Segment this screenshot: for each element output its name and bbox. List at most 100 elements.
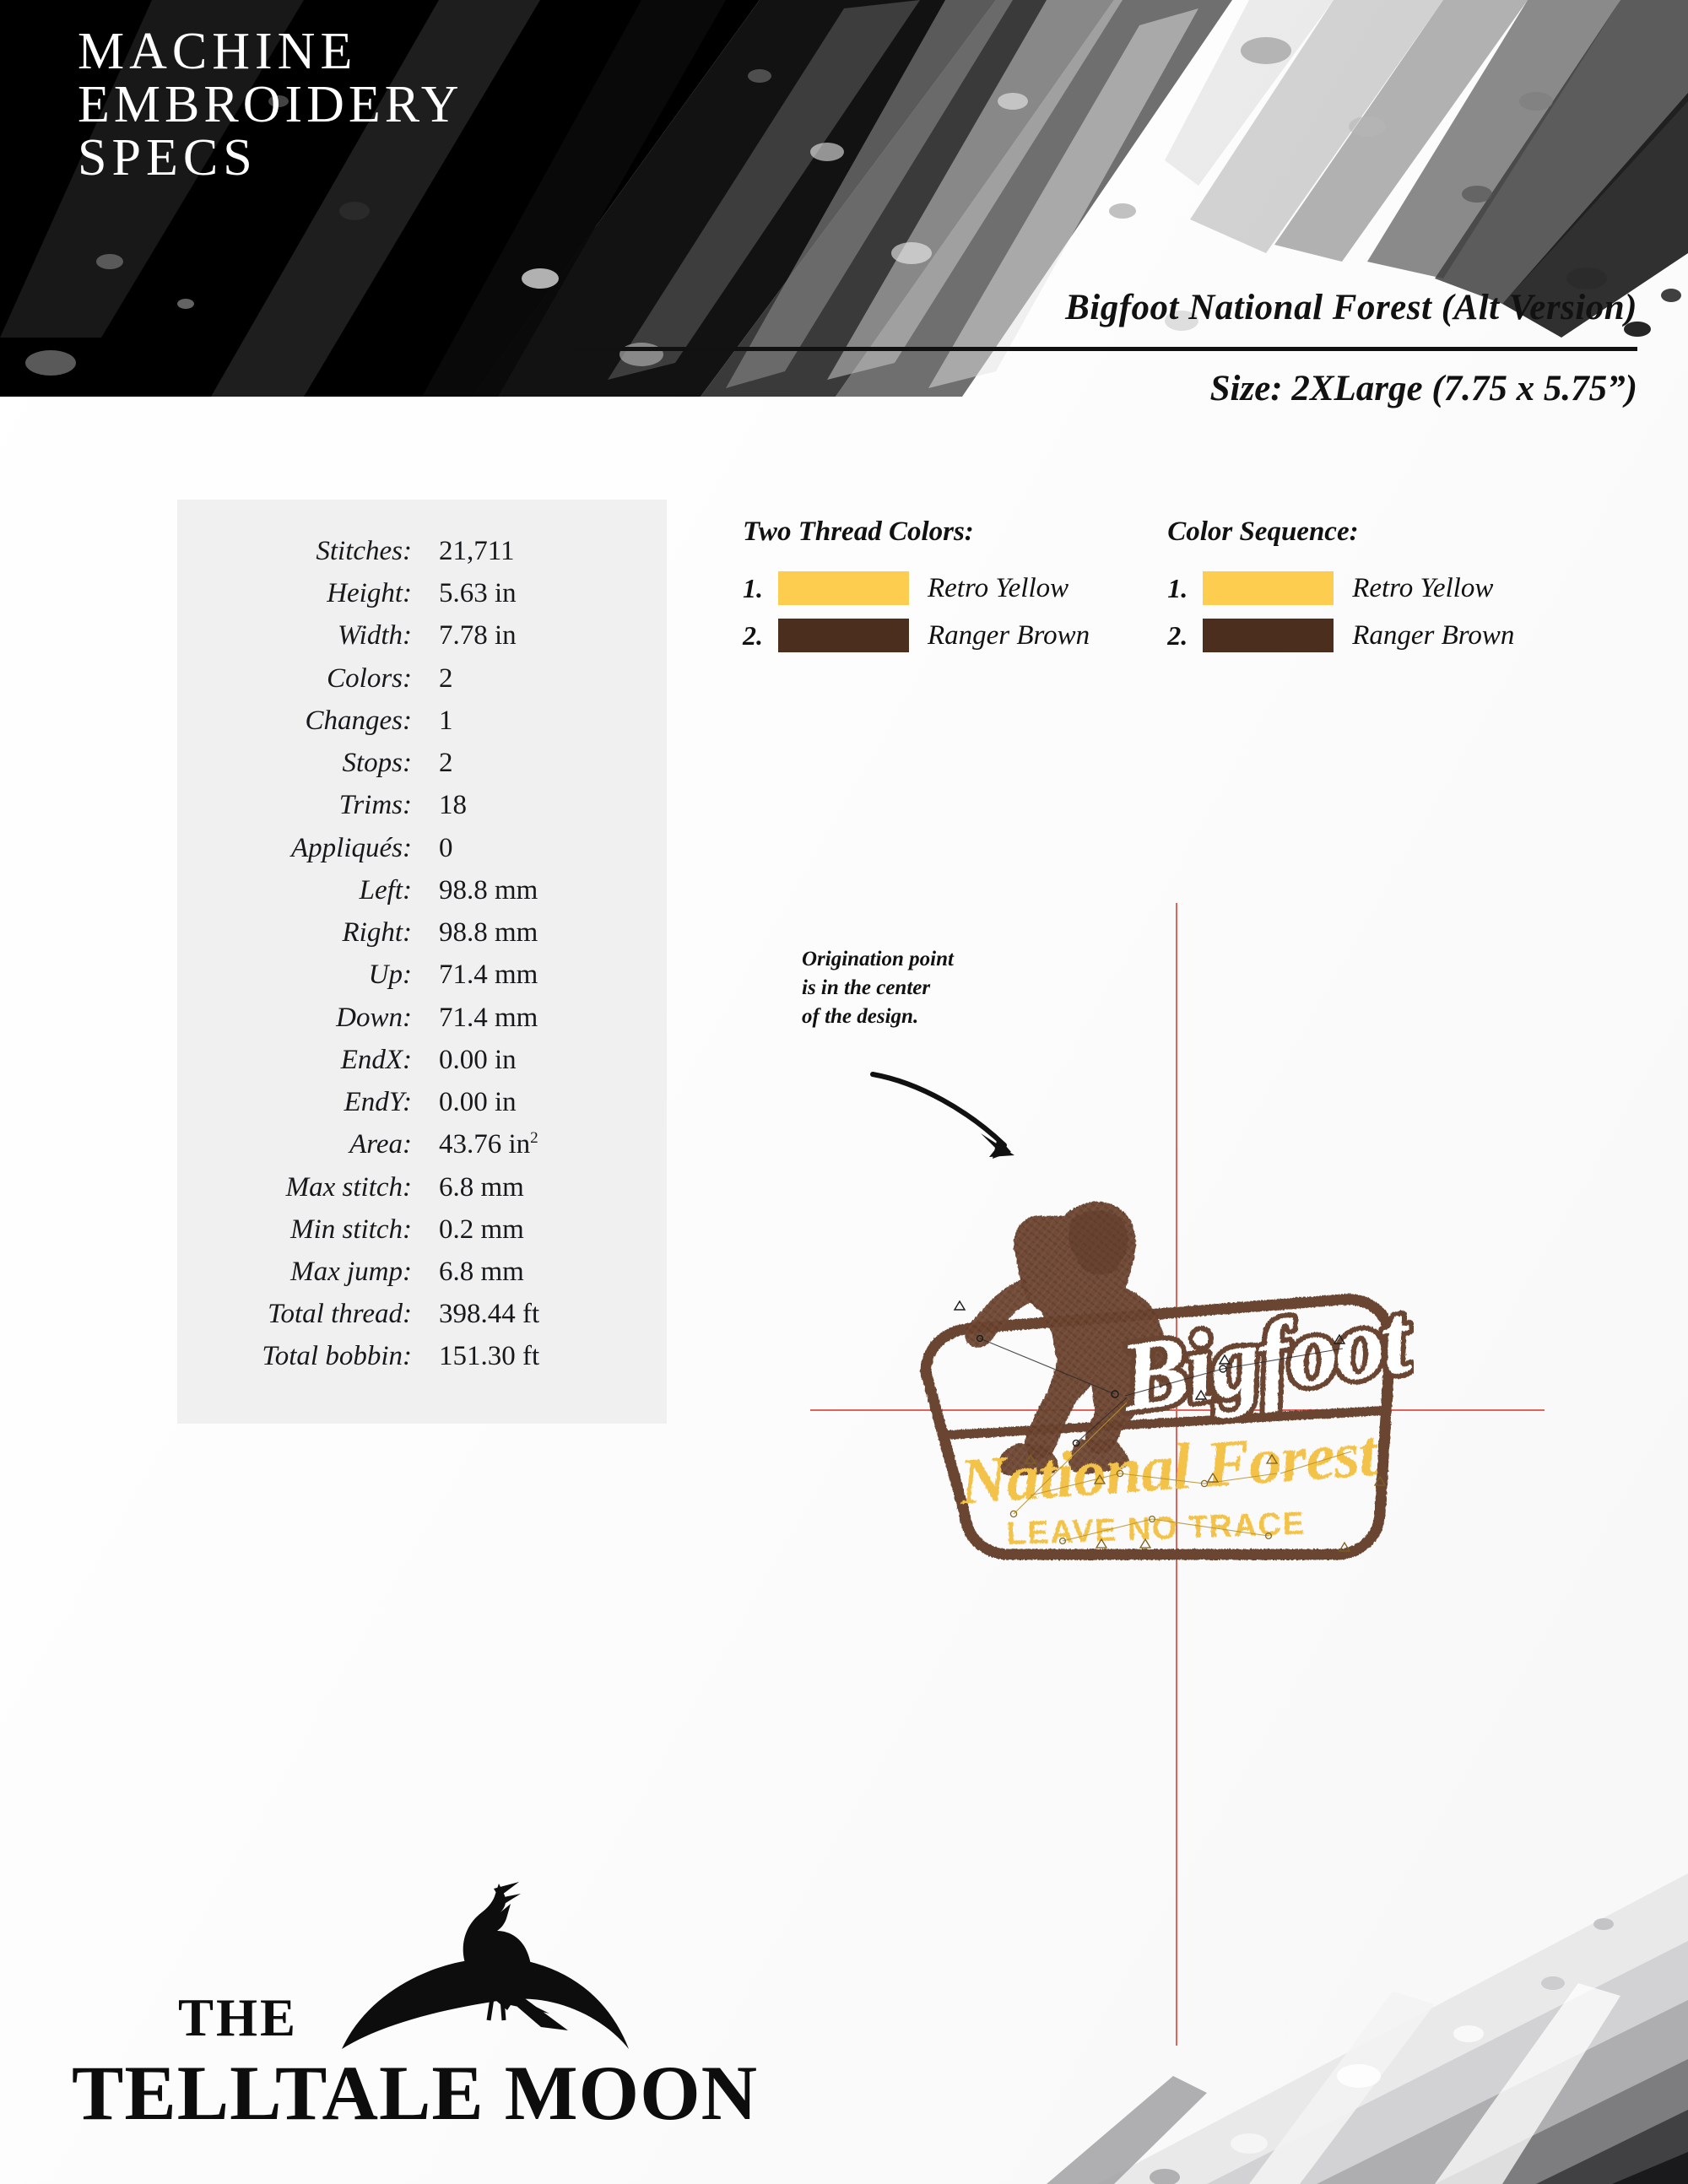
thread-colors-heading: Two Thread Colors: [743, 516, 974, 547]
spec-row: Changes: 1 [177, 703, 626, 738]
spec-row: Down: 71.4 mm [177, 1000, 626, 1035]
spec-value: 398.44 ft [439, 1299, 540, 1330]
spec-row: EndX: 0.00 in [177, 1042, 626, 1078]
spec-value: 2 [439, 662, 453, 694]
spec-label: Total thread: [268, 1299, 412, 1330]
thread-color-row: 1. Retro Yellow [743, 571, 1090, 605]
spec-label: Down: [336, 1002, 412, 1033]
spec-row: Stops: 2 [177, 745, 626, 781]
design-header: Bigfoot National Forest (Alt Version) Si… [557, 287, 1637, 409]
thread-color-row: 2. Ranger Brown [743, 619, 1090, 652]
thread-color-name: Retro Yellow [1352, 572, 1494, 603]
spec-label: Left: [359, 874, 412, 905]
spec-label: Min stitch: [290, 1214, 412, 1245]
spec-label: Colors: [327, 662, 412, 694]
spec-label: Stitches: [316, 536, 412, 566]
spec-label: Appliqués: [291, 832, 412, 863]
spec-label: Height: [327, 578, 412, 609]
crow-on-moon-icon: THE [72, 1882, 696, 2049]
spec-table: Stitches: 21,711 Height: 5.63 in Width: 7.78 … [177, 500, 667, 1424]
spec-row: Max jump: 6.8 mm [177, 1254, 626, 1289]
spec-value: 0.2 mm [439, 1214, 524, 1245]
spec-value: 21,711 [439, 536, 515, 566]
spec-value: 151.30 ft [439, 1341, 540, 1372]
spec-panel-background [177, 500, 667, 1424]
page-title: MACHINE EMBROIDERY SPECS [78, 23, 463, 187]
spec-value: 98.8 mm [439, 917, 538, 949]
spec-value: 43.76 in2 [439, 1129, 538, 1160]
thread-color-swatch [1203, 571, 1334, 605]
spec-row: Up: 71.4 mm [177, 957, 626, 992]
brand-logo: THE TELLTALE MOON [72, 1882, 759, 2138]
page-title-line-3: SPECS [78, 129, 257, 187]
spec-value: 7.78 in [439, 620, 517, 651]
spec-label: Trims: [338, 790, 412, 821]
spec-value: 0.00 in [439, 1044, 517, 1075]
spec-value: 71.4 mm [439, 960, 538, 991]
thread-color-swatch [778, 571, 909, 605]
page-title-line-2: EMBROIDERY [78, 76, 463, 134]
thread-index: 2. [1167, 619, 1188, 651]
spec-row: Right: 98.8 mm [177, 915, 626, 950]
spec-value: 6.8 mm [439, 1256, 524, 1287]
crosshair-horizontal-line [810, 1409, 1545, 1411]
logo-name-text: TELLTALE MOON [72, 2050, 759, 2136]
spec-value: 6.8 mm [439, 1171, 524, 1203]
design-size: Size: 2XLarge (7.75 x 5.75”) [1209, 369, 1637, 408]
design-name: Bigfoot National Forest (Alt Version) [1065, 288, 1637, 327]
spec-row: Height: 5.63 in [177, 576, 626, 611]
spec-value: 5.63 in [439, 578, 517, 609]
thread-color-section: Two Thread Colors: 1. Retro Yellow 2. Range… [743, 516, 1514, 666]
thread-color-swatch [778, 619, 909, 652]
origination-note: Origination point is in the center of th… [802, 948, 954, 1028]
spec-value: 71.4 mm [439, 1002, 538, 1033]
spec-label: Width: [338, 620, 412, 651]
spec-row: Stitches: 21,711 [177, 533, 626, 569]
thread-color-swatch [1203, 619, 1334, 652]
spec-label: EndY: [344, 1087, 412, 1118]
spec-row: Area: 43.76 in2 [177, 1127, 626, 1162]
svg-text:LEAVE NO TRACE: LEAVE NO TRACE [1006, 1506, 1306, 1552]
spec-row: Total thread: 398.44 ft [177, 1296, 626, 1332]
spec-row: EndY: 0.00 in [177, 1084, 626, 1120]
thread-color-name: Ranger Brown [928, 619, 1090, 651]
spec-value: 2 [439, 748, 453, 779]
spec-label: EndX: [340, 1044, 412, 1075]
thread-color-row: 1. Retro Yellow [1167, 571, 1514, 605]
spec-label: Area: [349, 1129, 412, 1160]
spec-value: 0 [439, 832, 453, 863]
color-sequence-column: Color Sequence: 1. Retro Yellow 2. Ranger B… [1167, 516, 1514, 666]
embroidery-patch-preview: Bigfoot Bigfoot National Forest LEAVE NO… [874, 1173, 1424, 1616]
spec-label: Changes: [305, 705, 413, 736]
spec-label: Up: [368, 960, 412, 991]
spec-row: Width: 7.78 in [177, 618, 626, 653]
spec-row: Appliqués: 0 [177, 830, 626, 866]
design-divider [574, 347, 1637, 351]
origination-arrow-icon [869, 1068, 1055, 1173]
spec-value: 18 [439, 790, 467, 821]
spec-value: 98.8 mm [439, 874, 538, 905]
spec-label: Total bobbin: [262, 1341, 412, 1372]
thread-index: 1. [743, 572, 763, 603]
spec-label: Max stitch: [285, 1171, 412, 1203]
spec-row: Total bobbin: 151.30 ft [177, 1338, 626, 1374]
spec-row: Colors: 2 [177, 661, 626, 696]
logo-the-text: THE [178, 1988, 299, 2047]
spec-value: 0.00 in [439, 1087, 517, 1118]
spec-row: Max stitch: 6.8 mm [177, 1170, 626, 1205]
spec-row: Min stitch: 0.2 mm [177, 1212, 626, 1247]
thread-colors-column: Two Thread Colors: 1. Retro Yellow 2. Range… [743, 516, 1090, 666]
spec-label: Max jump: [290, 1256, 412, 1287]
thread-index: 1. [1167, 572, 1188, 603]
page-title-line-1: MACHINE [78, 23, 358, 80]
thread-color-row: 2. Ranger Brown [1167, 619, 1514, 652]
crosshair-vertical-line [1176, 903, 1177, 2046]
spec-row: Left: 98.8 mm [177, 873, 626, 908]
spec-value: 1 [439, 705, 453, 736]
color-sequence-heading: Color Sequence: [1167, 516, 1359, 547]
spec-label: Stops: [342, 748, 413, 779]
thread-color-name: Ranger Brown [1352, 619, 1515, 651]
spec-row: Trims: 18 [177, 787, 626, 823]
spec-label: Right: [342, 917, 412, 949]
thread-color-name: Retro Yellow [928, 572, 1069, 603]
